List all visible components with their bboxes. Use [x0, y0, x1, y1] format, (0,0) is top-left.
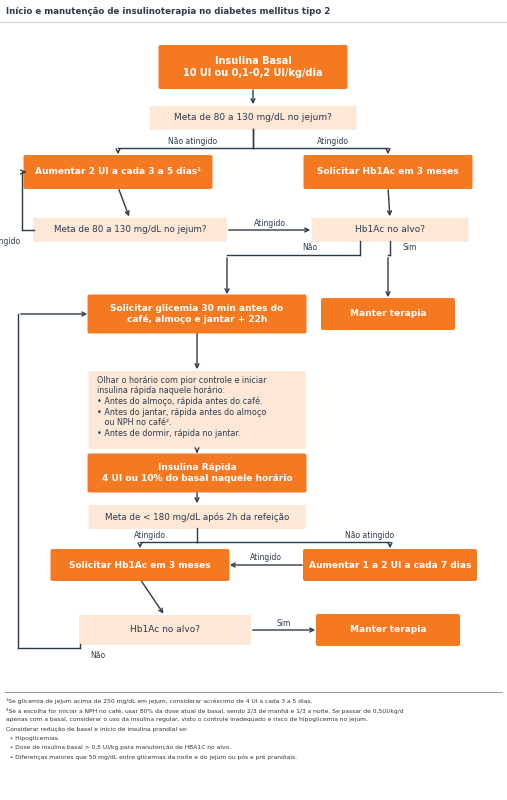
Text: Início e manutenção de insulinoterapia no diabetes mellitus tipo 2: Início e manutenção de insulinoterapia n…	[6, 6, 331, 15]
Text: Sim: Sim	[403, 243, 417, 253]
FancyBboxPatch shape	[89, 505, 306, 529]
FancyBboxPatch shape	[159, 45, 347, 89]
Text: Sim: Sim	[277, 618, 291, 627]
Text: Atingido: Atingido	[250, 554, 282, 562]
Text: • Dose de insulina basal > 0,5 UI/kg para manutenção de HBA1C no alvo.: • Dose de insulina basal > 0,5 UI/kg par…	[6, 746, 231, 750]
Text: • Diferenças maiores que 50 mg/dL entre glicemias da noite e do jejum ou pós e p: • Diferenças maiores que 50 mg/dL entre …	[6, 755, 297, 761]
Text: Meta de 80 a 130 mg/dL no jejum?: Meta de 80 a 130 mg/dL no jejum?	[174, 114, 332, 122]
Text: Atingido: Atingido	[134, 530, 166, 539]
Text: Hb1Ac no alvo?: Hb1Ac no alvo?	[130, 626, 200, 634]
FancyBboxPatch shape	[88, 454, 307, 493]
Text: Considerar redução de basal e início de insulina prandial se:: Considerar redução de basal e início de …	[6, 726, 188, 732]
FancyBboxPatch shape	[88, 294, 307, 334]
Text: Atingido: Atingido	[254, 218, 285, 227]
FancyBboxPatch shape	[304, 155, 473, 189]
FancyBboxPatch shape	[321, 298, 455, 330]
Text: Não atingido: Não atingido	[345, 530, 394, 539]
FancyBboxPatch shape	[89, 371, 306, 449]
Text: Não: Não	[90, 650, 105, 659]
Text: Manter terapia: Manter terapia	[350, 626, 426, 634]
Text: Não atingido: Não atingido	[0, 238, 20, 246]
FancyBboxPatch shape	[150, 106, 356, 130]
Text: Solicitar glicemia 30 min antes do
café, almoço e jantar + 22h: Solicitar glicemia 30 min antes do café,…	[111, 304, 283, 324]
Text: Não atingido: Não atingido	[168, 137, 218, 146]
FancyBboxPatch shape	[303, 549, 477, 581]
FancyBboxPatch shape	[33, 218, 227, 242]
FancyBboxPatch shape	[316, 614, 460, 646]
Text: Manter terapia: Manter terapia	[350, 310, 426, 318]
FancyBboxPatch shape	[79, 615, 251, 645]
Text: Insulina Basal
10 UI ou 0,1-0,2 UI/kg/dia: Insulina Basal 10 UI ou 0,1-0,2 UI/kg/di…	[183, 56, 323, 78]
Text: Solicitar Hb1Ac em 3 meses: Solicitar Hb1Ac em 3 meses	[69, 561, 211, 570]
Text: ²Se a escolha for iniciar a NPH no café, usar 80% da dose atual de basal, sendo : ²Se a escolha for iniciar a NPH no café,…	[6, 707, 404, 714]
Text: apenas com a basal, considerar o uso da insulina regular, visto o controle inade: apenas com a basal, considerar o uso da …	[6, 717, 368, 722]
FancyBboxPatch shape	[23, 155, 212, 189]
Text: Aumentar 2 UI a cada 3 a 5 dias¹: Aumentar 2 UI a cada 3 a 5 dias¹	[35, 167, 201, 177]
Text: Atingido: Atingido	[317, 137, 349, 146]
Text: Solicitar Hb1Ac em 3 meses: Solicitar Hb1Ac em 3 meses	[317, 167, 459, 177]
Text: Insulina Rápida
4 UI ou 10% do basal naquele horário: Insulina Rápida 4 UI ou 10% do basal naq…	[102, 463, 292, 482]
Text: Olhar o horário com pior controle e iniciar
insulina rápida naquele horário:
• A: Olhar o horário com pior controle e inic…	[97, 376, 267, 438]
FancyBboxPatch shape	[311, 218, 468, 242]
Text: Hb1Ac no alvo?: Hb1Ac no alvo?	[355, 226, 425, 234]
Text: Meta de < 180 mg/dL após 2h da refeição: Meta de < 180 mg/dL após 2h da refeição	[105, 512, 289, 522]
Text: Não: Não	[303, 243, 317, 253]
Text: • Hipoglicemias.: • Hipoglicemias.	[6, 736, 60, 741]
FancyBboxPatch shape	[51, 549, 230, 581]
Text: ¹Se glicemia de jejum acima de 250 mg/dL em jejum, considerar acréscimo de 4 UI : ¹Se glicemia de jejum acima de 250 mg/dL…	[6, 698, 312, 704]
Text: Meta de 80 a 130 mg/dL no jejum?: Meta de 80 a 130 mg/dL no jejum?	[54, 226, 206, 234]
Text: Aumentar 1 a 2 UI a cada 7 dias: Aumentar 1 a 2 UI a cada 7 dias	[309, 561, 471, 570]
